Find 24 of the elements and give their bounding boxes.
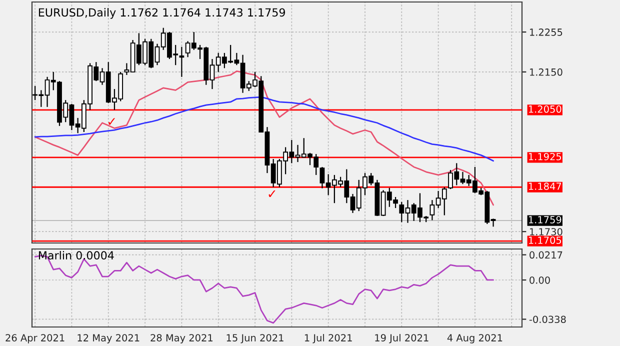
x-tick-label: 4 Aug 2021 [447, 334, 502, 344]
x-tick-label: 26 Apr 2021 [6, 334, 64, 344]
y-tick-label: 1.1730 [530, 228, 562, 236]
candlestick [179, 46, 184, 78]
chart-title: Marlin 0.0004 [38, 250, 114, 260]
ref-line-label: 1.2050 [528, 105, 562, 113]
line-series [34, 96, 494, 162]
ref-line-label: 1.1759 [528, 216, 562, 224]
y-tick-label: 1.2255 [530, 28, 562, 36]
x-tick-label: 15 Jun 2021 [226, 334, 284, 344]
y-tick-label: 0.00 [530, 276, 550, 284]
annotation: ✓ [108, 118, 115, 125]
ref-line-label: 1.1925 [528, 152, 562, 160]
text: EURUSD,Daily 1.1762 1.1764 1.1743 1.1759 [38, 8, 285, 19]
y-tick-label: 1.2150 [530, 68, 562, 76]
x-tick-label: 19 Jul 2021 [375, 334, 428, 344]
ref-line-label: 1.1847 [528, 182, 562, 190]
x-tick-label: 12 May 2021 [78, 334, 140, 344]
x-tick-label: 1 Jul 2021 [304, 334, 352, 344]
y-tick-label: -0.0338 [529, 316, 566, 324]
annotation: ✓ [268, 190, 276, 198]
ref-line-label: 1.1705 [528, 236, 562, 244]
x-tick-label: 28 May 2021 [150, 334, 212, 344]
y-tick-label: 0.0217 [530, 251, 562, 259]
